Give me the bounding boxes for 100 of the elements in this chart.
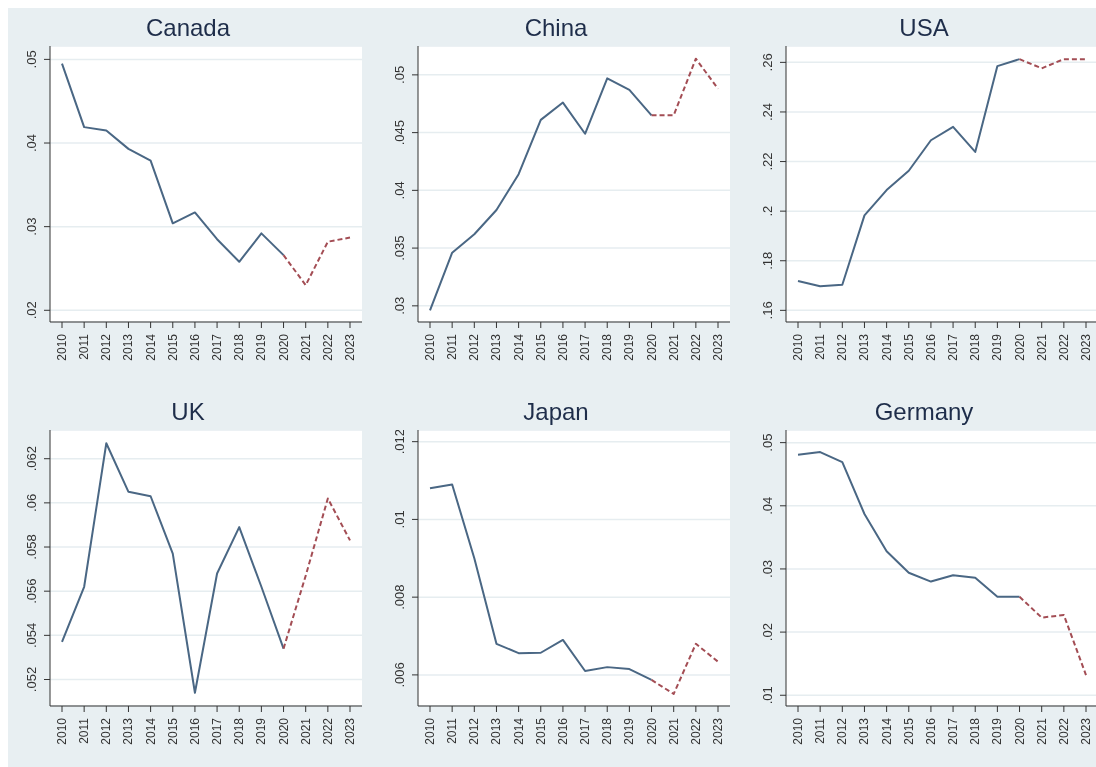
y-tick-label: .02 [760,623,775,642]
y-tick-label: .24 [760,102,775,121]
x-tick-label: 2016 [923,333,938,361]
y-tick-label: .05 [392,65,407,84]
x-tick-label: 2017 [946,333,961,361]
y-tick-label: .06 [24,493,39,512]
x-tick-label: 2023 [1079,333,1093,361]
x-tick-label: 2014 [511,333,526,361]
x-tick-label: 2020 [1012,717,1027,745]
x-tick-label: 2015 [165,333,180,361]
x-tick-label: 2012 [835,333,850,361]
line-series [429,77,653,312]
x-tick-label: 2023 [1079,717,1093,745]
x-tick-label: 2012 [467,717,482,745]
x-tick-label: 2013 [489,717,504,745]
x-tick-label: 2016 [187,333,202,361]
line-series [61,442,285,694]
y-tick-label: .01 [392,510,407,529]
y-tick-label: .03 [24,217,39,236]
x-tick-label: 2016 [555,717,570,745]
chart-title: Japan [522,397,590,427]
x-tick-label: 2018 [232,333,247,361]
y-tick-label: .02 [24,301,39,320]
x-tick-label: 2016 [555,333,570,361]
x-tick-label: 2014 [143,717,158,745]
x-tick-label: 2017 [946,717,961,745]
chart-title: USA [898,13,950,43]
x-tick-label: 2013 [857,333,872,361]
x-tick-label: 2018 [968,333,983,361]
x-tick-label: 2014 [511,717,526,745]
y-tick-label: .056 [24,578,39,604]
x-tick-label: 2020 [276,333,291,361]
x-tick-label: 2019 [990,717,1005,745]
x-tick-label: 2015 [901,717,916,745]
x-tick-label: 2019 [622,717,637,745]
x-tick-label: 2011 [813,333,828,360]
y-tick-label: .18 [760,251,775,270]
y-tick-label: .012 [392,429,407,455]
y-tick-label: .04 [24,133,39,153]
x-tick-label: 2010 [423,333,437,361]
y-tick-label: .22 [760,152,775,171]
y-tick-label: .045 [392,119,407,146]
y-tick-label: .058 [24,534,39,560]
y-tick-label: .035 [392,235,407,261]
x-tick-label: 2021 [666,717,681,745]
x-tick-label: 2023 [711,717,725,745]
x-tick-label: 2020 [1012,333,1027,361]
x-tick-label: 2012 [99,717,114,745]
x-tick-label: 2010 [791,333,805,361]
y-tick-label: .16 [760,301,775,320]
x-tick-label: 2014 [879,333,894,361]
y-tick-label: .03 [760,559,775,578]
x-tick-label: 2018 [968,717,983,745]
x-tick-label: 2013 [857,717,872,745]
x-tick-label: 2022 [320,333,335,361]
line-series [282,497,351,650]
chart-title: Germany [873,397,975,427]
x-tick-label: 2022 [1056,717,1071,745]
x-tick-label: 2019 [254,333,269,361]
y-tick-label: .062 [24,446,39,472]
x-tick-label: 2011 [445,717,460,744]
x-tick-label: 2017 [578,333,593,361]
x-tick-label: 2019 [254,717,269,745]
x-tick-label: 2015 [533,717,548,745]
y-tick-label: .03 [392,296,407,315]
line-series [1018,595,1087,677]
x-tick-label: 2023 [711,333,725,361]
x-tick-label: 2011 [445,333,460,360]
x-tick-label: 2019 [622,333,637,361]
x-tick-label: 2012 [835,717,850,745]
x-tick-label: 2023 [343,333,357,361]
x-tick-label: 2010 [423,717,437,745]
x-tick-label: 2015 [901,333,916,361]
chart-title: China [523,13,589,43]
x-tick-label: 2013 [121,717,136,745]
x-tick-label: 2022 [688,717,703,745]
y-tick-label: .006 [392,662,407,688]
line-series [429,483,653,681]
chart-title: Canada [144,13,232,43]
y-tick-label: .26 [760,53,775,72]
y-tick-label: .008 [392,584,407,610]
x-tick-label: 2020 [276,717,291,745]
x-tick-label: 2016 [923,717,938,745]
x-tick-label: 2020 [644,717,659,745]
x-tick-label: 2013 [489,333,504,361]
x-tick-label: 2014 [879,717,894,745]
x-tick-label: 2011 [813,717,828,744]
line-series [650,642,719,695]
x-tick-label: 2021 [1034,333,1049,361]
x-tick-label: 2017 [578,717,593,745]
x-tick-label: 2017 [210,333,225,361]
x-tick-label: 2022 [688,333,703,361]
x-tick-label: 2015 [533,333,548,361]
y-tick-label: .04 [392,181,407,200]
x-tick-label: 2019 [990,333,1005,361]
x-tick-label: 2013 [121,333,136,361]
chart-title: UK [170,397,206,427]
x-tick-label: 2010 [791,717,805,745]
x-tick-label: 2021 [298,717,313,745]
line-series [797,451,1021,598]
